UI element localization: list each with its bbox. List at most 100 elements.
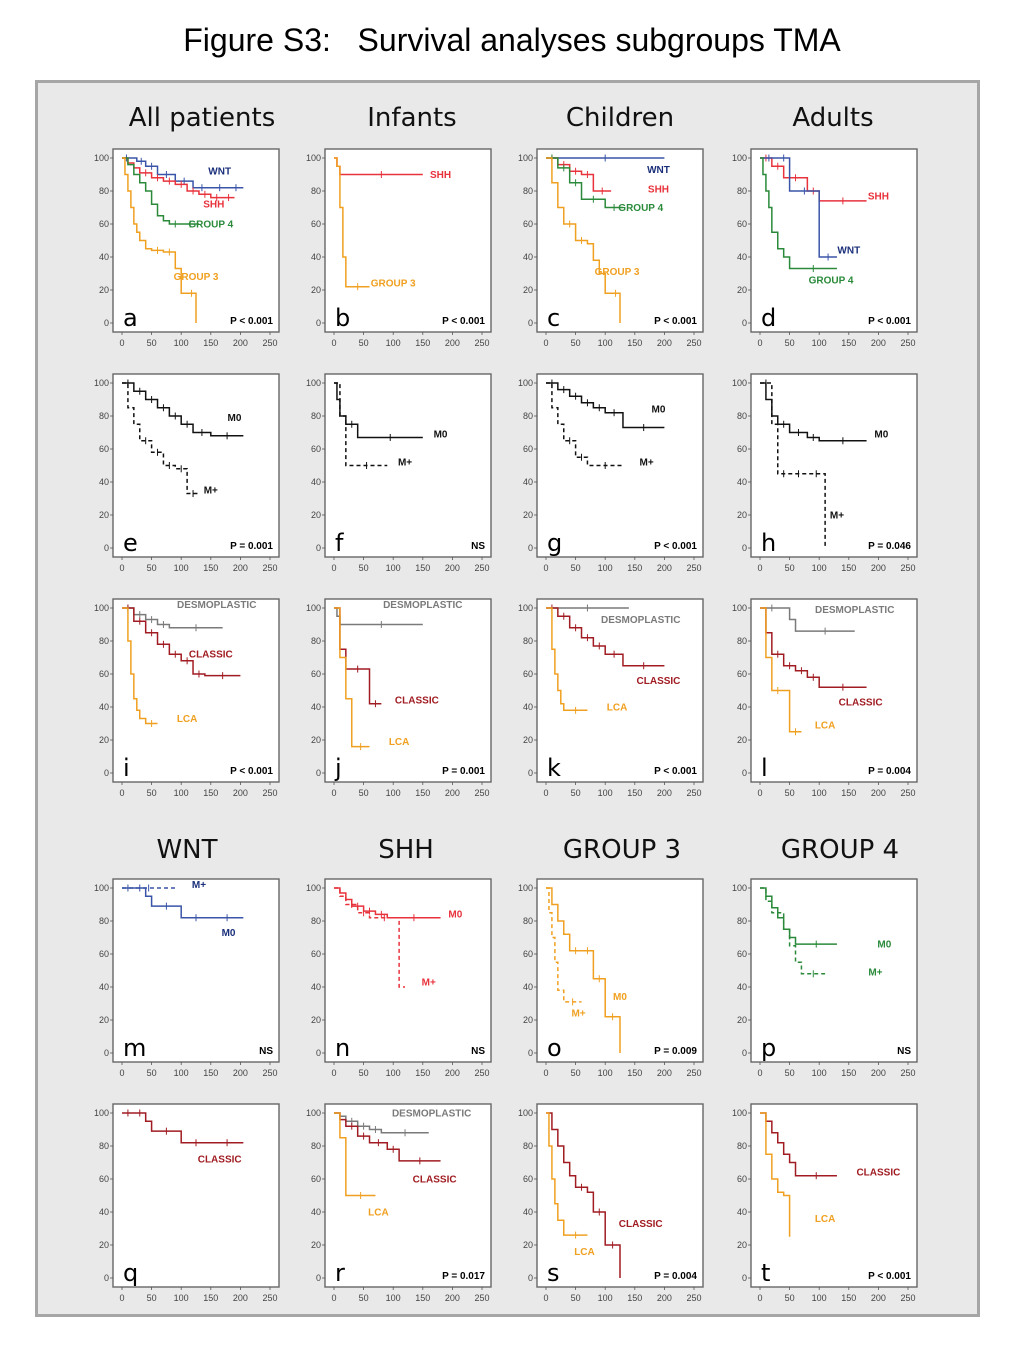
y-tick-label: 80 <box>311 186 321 196</box>
y-tick-label: 80 <box>737 186 747 196</box>
y-tick-label: 80 <box>99 636 109 646</box>
survival-chart-o: 0 20 40 60 80 100 0 50 100 150 200 250 M0 M+ o P = 0.00… <box>518 878 704 1078</box>
series-label: GROUP 3 <box>595 267 640 278</box>
x-tick-label: 0 <box>543 788 548 798</box>
y-tick-label: 60 <box>737 1174 747 1184</box>
x-tick-label: 250 <box>686 1068 701 1078</box>
survival-chart-q: 0 20 40 60 80 100 0 50 100 150 200 250 CLASSIC q <box>94 1103 280 1303</box>
panel-letter: p <box>761 1034 776 1062</box>
p-value-label: NS <box>897 1046 911 1057</box>
y-tick-label: 100 <box>732 1108 747 1118</box>
y-tick-label: 0 <box>528 543 533 553</box>
x-tick-label: 100 <box>386 788 401 798</box>
y-tick-label: 60 <box>523 444 533 454</box>
p-value-label: P = 0.004 <box>654 1271 697 1282</box>
x-tick-label: 100 <box>174 1293 189 1303</box>
y-tick-label: 100 <box>94 603 109 613</box>
plot-area <box>750 1103 918 1288</box>
x-tick-label: 200 <box>445 563 460 573</box>
series-label: LCA <box>574 1247 595 1258</box>
series-label: SHH <box>430 170 451 181</box>
p-value-label: P = 0.004 <box>868 766 911 777</box>
panel-letter: k <box>547 754 561 782</box>
y-tick-label: 0 <box>104 1273 109 1283</box>
x-tick-label: 50 <box>147 788 157 798</box>
series-label: M+ <box>830 510 844 521</box>
y-tick-label: 60 <box>737 219 747 229</box>
y-tick-label: 40 <box>311 477 321 487</box>
series-label: CLASSIC <box>637 676 681 687</box>
series-line-group-3 <box>334 157 370 288</box>
series-line-classic <box>546 1112 621 1278</box>
x-tick-label: 50 <box>785 338 795 348</box>
panel-letter: i <box>123 754 130 782</box>
panel-letter: f <box>335 529 344 557</box>
y-tick-label: 40 <box>311 982 321 992</box>
y-tick-label: 100 <box>732 883 747 893</box>
y-tick-label: 60 <box>99 669 109 679</box>
x-tick-label: 50 <box>785 1293 795 1303</box>
series-label: M0 <box>222 928 236 939</box>
x-tick-label: 0 <box>757 788 762 798</box>
y-tick-label: 80 <box>99 186 109 196</box>
x-tick-label: 150 <box>203 1293 218 1303</box>
x-tick-label: 0 <box>543 338 548 348</box>
y-tick-label: 80 <box>99 1141 109 1151</box>
x-tick-label: 250 <box>900 563 915 573</box>
series-label: CLASSIC <box>395 696 439 707</box>
y-tick-label: 80 <box>99 916 109 926</box>
y-tick-label: 20 <box>737 1015 747 1025</box>
series-label: M+ <box>192 880 206 891</box>
y-tick-label: 60 <box>99 1174 109 1184</box>
x-tick-label: 150 <box>203 1068 218 1078</box>
x-tick-label: 200 <box>233 1068 248 1078</box>
y-tick-label: 40 <box>737 252 747 262</box>
y-tick-label: 40 <box>311 252 321 262</box>
column-header-group4: GROUP 4 <box>780 835 900 865</box>
x-tick-label: 200 <box>657 338 672 348</box>
x-tick-label: 250 <box>262 788 277 798</box>
series-line-lca <box>334 1112 376 1197</box>
y-tick-label: 80 <box>737 916 747 926</box>
x-tick-label: 100 <box>174 1068 189 1078</box>
y-tick-label: 60 <box>311 219 321 229</box>
x-tick-label: 100 <box>812 1068 827 1078</box>
series-line-m- <box>546 887 582 1003</box>
y-tick-label: 40 <box>737 702 747 712</box>
survival-chart-n: 0 20 40 60 80 100 0 50 100 150 200 250 M0 M+ n NS <box>306 878 492 1078</box>
y-tick-label: 20 <box>311 285 321 295</box>
x-tick-label: 0 <box>331 338 336 348</box>
y-tick-label: 20 <box>523 735 533 745</box>
series-label: LCA <box>177 714 198 725</box>
y-tick-label: 20 <box>99 1015 109 1025</box>
x-tick-label: 250 <box>262 338 277 348</box>
x-tick-label: 250 <box>474 338 489 348</box>
x-tick-label: 50 <box>147 1293 157 1303</box>
y-tick-label: 100 <box>518 603 533 613</box>
y-tick-label: 80 <box>99 411 109 421</box>
series-line-desmoplastic <box>760 607 855 632</box>
series-label: GROUP 4 <box>188 219 233 230</box>
x-tick-label: 150 <box>627 788 642 798</box>
x-tick-label: 50 <box>785 788 795 798</box>
series-label: M0 <box>652 405 666 416</box>
y-tick-label: 100 <box>306 1108 321 1118</box>
x-tick-label: 100 <box>598 1293 613 1303</box>
x-tick-label: 250 <box>262 563 277 573</box>
x-tick-label: 50 <box>359 788 369 798</box>
y-tick-label: 40 <box>311 702 321 712</box>
x-tick-label: 100 <box>386 1068 401 1078</box>
plot-area <box>750 373 918 558</box>
series-label: M0 <box>613 992 627 1003</box>
y-tick-label: 100 <box>732 153 747 163</box>
column-header-adults: Adults <box>792 103 874 133</box>
y-tick-label: 60 <box>737 949 747 959</box>
y-tick-label: 80 <box>311 916 321 926</box>
p-value-label: P = 0.017 <box>442 1271 485 1282</box>
y-tick-label: 20 <box>99 285 109 295</box>
y-tick-label: 60 <box>523 219 533 229</box>
y-tick-label: 60 <box>737 669 747 679</box>
plot-area <box>324 598 492 783</box>
x-tick-label: 200 <box>233 788 248 798</box>
y-tick-label: 100 <box>732 603 747 613</box>
